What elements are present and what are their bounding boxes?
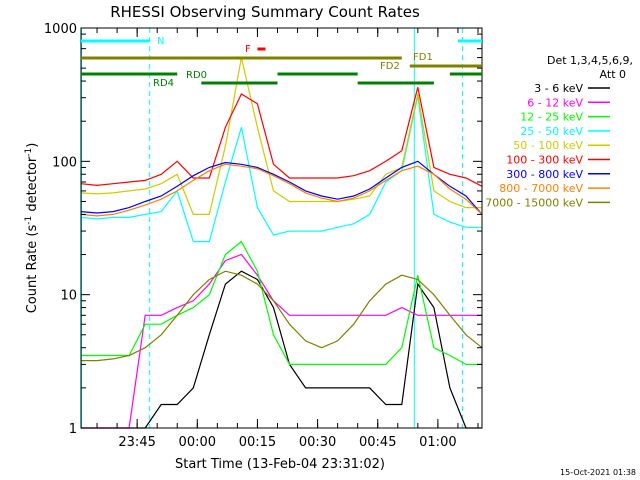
series-line-6	[80, 160, 483, 215]
y-tick-label: 1	[69, 422, 77, 437]
y-axis: 1 10 100 1000	[44, 22, 482, 437]
series-line-8	[81, 270, 483, 362]
legend-entry-label: 100 - 300 keV	[506, 154, 583, 167]
state-label-rd4: RD4	[153, 78, 174, 89]
x-axis: 23:45 00:00 00:15 00:30 00:45 01:00	[96, 28, 479, 450]
x-tick-label: 00:00	[179, 435, 216, 450]
y-tick-label: 100	[52, 155, 77, 170]
y-tick-label: 10	[60, 289, 77, 304]
timestamp: 15-Oct-2021 01:38	[560, 468, 636, 477]
x-tick-label: 00:15	[239, 435, 276, 450]
x-tick-label: 23:45	[118, 435, 155, 450]
state-bars: N F FD1 FD2 RD0 RD4	[81, 36, 482, 89]
plot-frame	[80, 27, 483, 429]
x-tick-label: 00:45	[359, 435, 396, 450]
legend-entry-label: 25 - 50 keV	[520, 125, 583, 138]
state-label-fd1: FD1	[413, 52, 433, 63]
series-line-0	[81, 270, 482, 429]
legend-header-2: Att 0	[600, 68, 626, 81]
legend-entry-label: 7000 - 15000 keV	[485, 196, 583, 209]
x-tick-label: 00:30	[299, 435, 336, 450]
y-tick-label: 1000	[44, 22, 77, 37]
state-label-n: N	[157, 36, 164, 47]
legend-entry-label: 12 - 25 keV	[520, 111, 583, 124]
legend-header-1: Det 1,3,4,5,6,9,	[547, 54, 633, 67]
state-label-fd2: FD2	[380, 61, 400, 72]
legend-entry-label: 6 - 12 keV	[527, 96, 583, 109]
x-tick-label: 01:00	[419, 435, 456, 450]
chart-title: RHESSI Observing Summary Count Rates	[110, 3, 420, 21]
x-axis-label: Start Time (13-Feb-04 23:31:02)	[175, 457, 385, 472]
state-label-rd0: RD0	[186, 70, 207, 81]
legend-entry-label: 800 - 7000 keV	[499, 182, 583, 195]
legend-entry-label: 50 - 100 keV	[513, 139, 583, 152]
state-label-f: F	[245, 44, 251, 55]
plot-series	[80, 28, 483, 429]
series-line-2	[81, 240, 482, 365]
series-line-1	[81, 253, 482, 429]
legend-entry-label: 300 - 800 keV	[506, 168, 583, 181]
series-line-5	[80, 87, 483, 187]
series-line-7	[80, 163, 483, 217]
legend-entry-label: 3 - 6 keV	[534, 82, 583, 95]
series-line-4	[80, 57, 482, 215]
y-axis-label: Count Rate (s-1 detector-1)	[24, 143, 40, 314]
